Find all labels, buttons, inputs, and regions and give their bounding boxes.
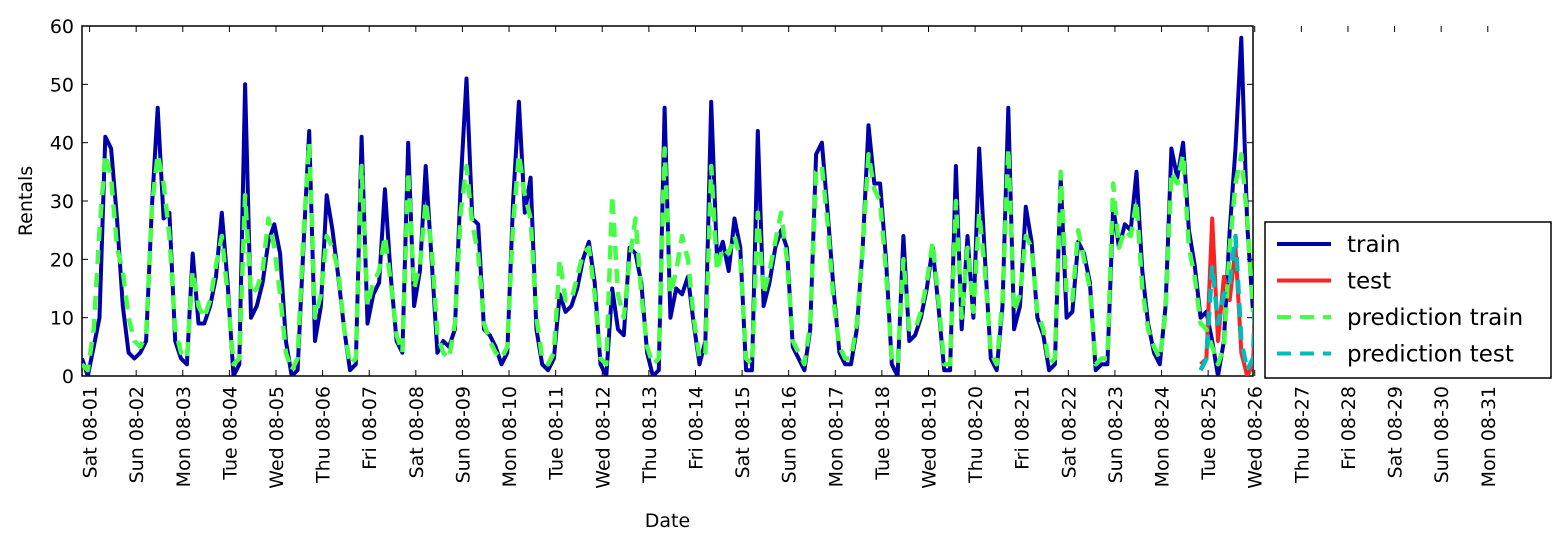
x-tick-label: Sun 08-23 (1105, 386, 1127, 483)
x-tick-label: Sat 08-22 (1058, 386, 1080, 478)
x-tick-label: Tue 08-25 (1198, 386, 1220, 481)
x-tick-label: Fri 08-21 (1012, 386, 1034, 470)
series-line-train (82, 35, 1253, 376)
legend-label: train (1347, 232, 1401, 258)
x-tick-label: Thu 08-13 (639, 386, 661, 484)
x-tick-label: Fri 08-28 (1338, 386, 1360, 470)
x-tick-label: Sat 08-01 (80, 386, 102, 478)
series-lines (82, 35, 1253, 376)
x-tick-label: Mon 08-03 (173, 386, 195, 487)
y-tick-label: 40 (50, 133, 74, 155)
x-tick-label: Sun 08-09 (452, 386, 474, 483)
legend: train test prediction train prediction test (1264, 221, 1552, 379)
x-tick-label: Sat 08-15 (732, 386, 754, 478)
x-tick-label: Sun 08-02 (126, 386, 148, 483)
x-tick-label: Sat 08-29 (1385, 386, 1407, 478)
y-tick-label: 0 (62, 366, 74, 388)
x-tick-label: Mon 08-17 (825, 386, 847, 487)
x-tick-label: Sat 08-08 (406, 386, 428, 478)
x-tick-label: Tue 08-18 (872, 386, 894, 481)
y-axis-ticks: 0 10 20 30 40 50 60 (50, 16, 1253, 388)
x-tick-label: Mon 08-24 (1152, 386, 1174, 487)
y-tick-label: 60 (50, 16, 74, 38)
plot-area: 0 10 20 30 40 50 60 Sat 08-01 Sun 08-02 Mon 08-0… (50, 16, 1500, 489)
legend-label: prediction train (1347, 305, 1523, 331)
x-axis-title: Date (645, 510, 690, 532)
x-tick-label: Sun 08-30 (1431, 386, 1453, 483)
series-line-prediction-train (82, 140, 1253, 373)
y-tick-label: 10 (50, 308, 74, 330)
x-tick-label: Thu 08-20 (965, 386, 987, 484)
x-tick-label: Wed 08-19 (918, 386, 940, 489)
x-tick-label: Wed 08-12 (592, 386, 614, 489)
x-tick-label: Fri 08-07 (359, 386, 381, 470)
x-tick-label: Wed 08-26 (1245, 386, 1267, 489)
x-tick-label: Mon 08-10 (499, 386, 521, 487)
x-tick-label: Sun 08-16 (779, 386, 801, 483)
x-tick-label: Tue 08-04 (219, 386, 241, 481)
y-tick-label: 20 (50, 249, 74, 271)
y-tick-label: 50 (50, 74, 74, 96)
legend-label: prediction test (1347, 342, 1514, 368)
x-tick-label: Thu 08-27 (1291, 386, 1313, 484)
x-tick-label: Wed 08-05 (266, 386, 288, 489)
x-tick-label: Thu 08-06 (313, 386, 335, 484)
y-tick-label: 30 (50, 191, 74, 213)
x-tick-label: Mon 08-31 (1478, 386, 1500, 487)
x-tick-label: Fri 08-14 (685, 386, 707, 470)
x-tick-label: Tue 08-11 (546, 386, 568, 481)
y-axis-title: Rentals (15, 166, 37, 236)
legend-label: test (1347, 269, 1391, 295)
